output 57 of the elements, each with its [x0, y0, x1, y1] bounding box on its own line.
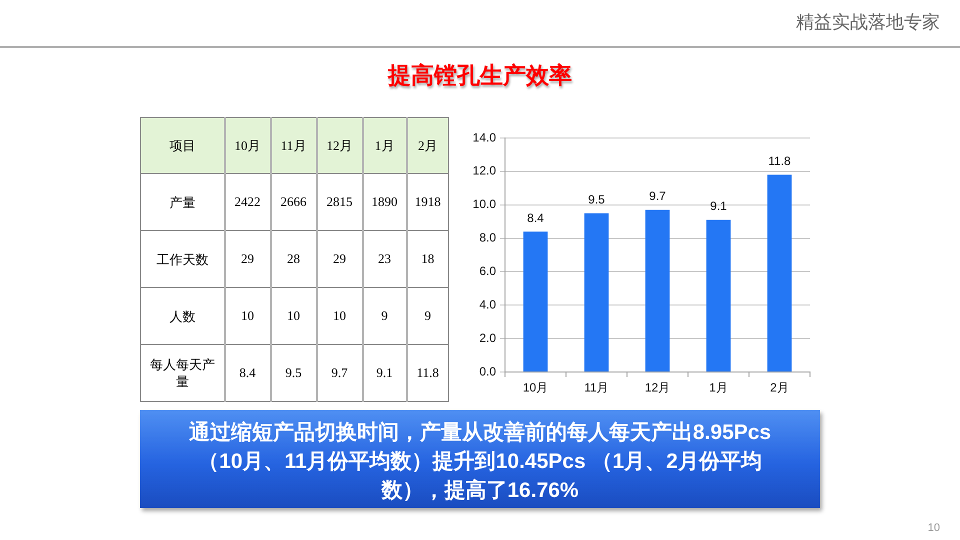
- x-tick-label: 1月: [709, 380, 728, 395]
- legend-title: 项目: [140, 118, 224, 174]
- category-label: 12月: [316, 118, 362, 174]
- category-label: 10月: [224, 118, 270, 174]
- y-tick-label: 4.0: [479, 297, 496, 312]
- x-tick-label: 11月: [584, 380, 609, 395]
- data-label: 10: [224, 288, 270, 344]
- data-label: 2422: [224, 174, 270, 230]
- data-label: 1918: [406, 174, 448, 230]
- data-label: 28: [270, 230, 316, 288]
- category-label: 1月: [362, 118, 406, 174]
- data-label: 9.1: [710, 199, 728, 214]
- y-tick-label: 2.0: [479, 330, 496, 345]
- bar: [706, 220, 731, 372]
- data-label: 11.8: [406, 344, 448, 402]
- chart-title: 提高镗孔生产效率: [386, 61, 573, 90]
- text: 每人每天产量: [140, 344, 224, 402]
- data-label: 18: [406, 230, 448, 288]
- text: 人数: [140, 288, 224, 344]
- data-label: 9: [406, 288, 448, 344]
- y-tick-label: 0.0: [479, 364, 496, 378]
- category-label: 2月: [406, 118, 448, 174]
- text: 10: [928, 522, 940, 534]
- data-label: 9.7: [316, 344, 362, 402]
- data-label: 9: [362, 288, 406, 344]
- category-label: 11月: [270, 118, 316, 174]
- data-label: 9.5: [588, 192, 606, 207]
- bar: [645, 210, 670, 372]
- y-tick-label: 10.0: [472, 197, 496, 212]
- data-label: 8.4: [527, 210, 544, 225]
- x-tick-label: 2月: [770, 380, 789, 395]
- data-label: 10: [270, 288, 316, 344]
- x-tick-label: 10月: [522, 380, 548, 395]
- data-label: 9.5: [270, 344, 316, 402]
- data-label: 10: [316, 288, 362, 344]
- data-label: 9.1: [362, 344, 406, 402]
- bar: [523, 232, 548, 372]
- text: 产量: [140, 174, 224, 230]
- bar: [767, 174, 792, 372]
- data-label: 2666: [270, 174, 316, 230]
- data-label: 29: [316, 230, 362, 288]
- text: 精益实战落地专家: [796, 11, 940, 34]
- data-label: 2815: [316, 174, 362, 230]
- data-label: 8.4: [224, 344, 270, 402]
- y-tick-label: 14.0: [472, 130, 496, 144]
- data-label: 29: [224, 230, 270, 288]
- data-label: 11.8: [768, 154, 792, 168]
- y-tick-label: 6.0: [479, 264, 496, 278]
- text: 工作天数: [140, 230, 224, 288]
- y-tick-label: 12.0: [472, 164, 496, 178]
- y-tick-label: 8.0: [479, 230, 496, 245]
- data-label: 1890: [362, 174, 406, 230]
- data-label: 23: [362, 230, 406, 288]
- bar: [584, 213, 609, 372]
- x-tick-label: 12月: [644, 380, 670, 395]
- text: 通过缩短产品切换时间，产量从改善前的每人每天产出8.95Pcs（10月、11月份平均数）提升到10.45Pcs （1月、2月份平均数），提高了16.76%: [188, 420, 772, 504]
- data-label: 9.7: [649, 189, 666, 204]
